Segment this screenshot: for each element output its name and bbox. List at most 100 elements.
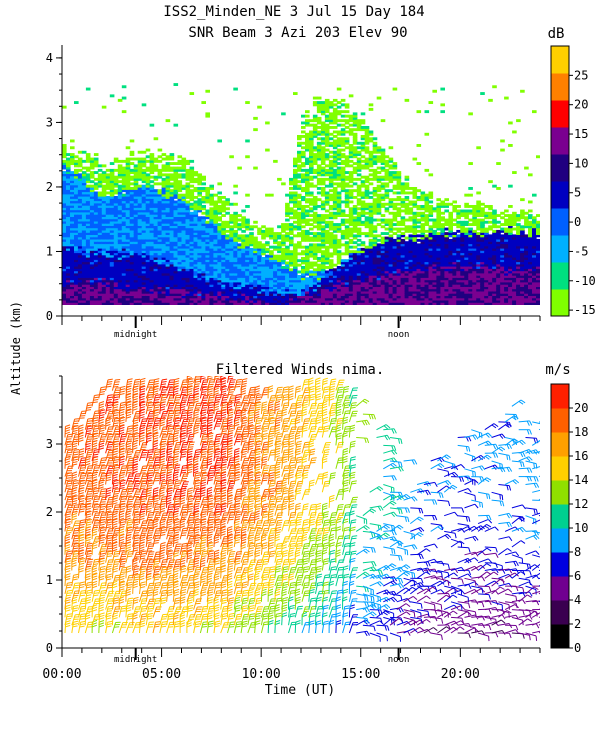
snr-cell: [384, 218, 390, 222]
snr-cell: [62, 191, 67, 195]
snr-cell: [408, 270, 414, 274]
snr-cell: [277, 234, 282, 238]
snr-cell: [324, 257, 330, 260]
snr-cell: [205, 189, 210, 193]
snr-cell: [241, 257, 246, 260]
snr-cell: [233, 218, 238, 222]
snr-cell: [185, 275, 191, 278]
snr-cell: [388, 275, 394, 278]
snr-cell: [93, 288, 99, 292]
snr-cell: [396, 286, 402, 290]
snr-cell: [293, 270, 298, 274]
snr-cell: [193, 261, 199, 265]
snr-cell: [101, 290, 107, 294]
snr-cell: [241, 209, 246, 213]
snr-cell: [320, 270, 326, 274]
snr-cell: [85, 272, 91, 276]
snr-cell: [324, 137, 330, 141]
snr-cell: [161, 189, 167, 193]
snr-cell: [165, 263, 171, 267]
snr-cell: [185, 159, 191, 163]
snr-cell: [161, 227, 167, 231]
snr-cell: [344, 218, 350, 222]
snr-cell: [364, 261, 370, 265]
snr-cell: [225, 247, 230, 251]
snr-cell: [237, 166, 242, 170]
snr-cell: [117, 241, 123, 245]
snr-cell: [408, 297, 414, 301]
snr-cell: [404, 177, 410, 181]
snr-cell: [340, 297, 346, 301]
snr-cell: [133, 189, 139, 193]
snr-cell: [416, 254, 422, 258]
snr-cell: [81, 180, 87, 184]
snr-cell: [320, 297, 326, 301]
snr-cell: [105, 257, 111, 260]
snr-cell: [97, 200, 103, 204]
snr-cell: [181, 238, 187, 242]
snr-cell: [376, 293, 382, 296]
snr-cell: [316, 257, 322, 260]
snr-cell: [121, 182, 127, 186]
snr-cell: [392, 297, 398, 301]
snr-cell: [189, 295, 195, 299]
snr-cell: [265, 254, 270, 258]
snr-cell: [408, 229, 414, 233]
snr-cell: [93, 198, 99, 202]
snr-cell: [360, 159, 366, 163]
snr-cell: [70, 232, 75, 235]
snr-cell: [372, 277, 378, 281]
snr-cell: [217, 241, 222, 245]
snr-cell: [129, 202, 135, 206]
snr-cell: [348, 279, 354, 283]
snr-cell: [77, 290, 83, 294]
snr-cell: [113, 232, 119, 235]
snr-cell: [352, 168, 358, 172]
snr-cell: [356, 268, 362, 272]
snr-cell: [412, 277, 418, 281]
snr-cell: [372, 227, 378, 231]
snr-cell: [348, 297, 354, 301]
snr-cell: [85, 184, 91, 188]
snr-cell: [328, 268, 334, 272]
snr-cell: [197, 277, 202, 281]
snr-cell: [153, 295, 159, 299]
snr-cell: [221, 238, 226, 242]
snr-cell: [193, 302, 199, 305]
snr-cell: [344, 259, 350, 263]
snr-cell: [229, 263, 234, 267]
snr-cell: [277, 236, 282, 240]
snr-cell: [352, 275, 358, 278]
snr-cell: [117, 180, 123, 184]
snr-cell: [62, 254, 67, 258]
snr-cell: [324, 114, 330, 118]
snr-cell: [309, 150, 314, 154]
snr-cell: [197, 245, 202, 249]
snr-cell: [121, 227, 127, 231]
snr-cell: [305, 157, 310, 161]
snr-cell: [169, 166, 175, 170]
snr-cell: [289, 196, 294, 199]
snr-cell: [221, 214, 226, 217]
snr-cell: [181, 184, 187, 188]
snr-cell: [77, 234, 83, 238]
snr-cell: [305, 284, 310, 287]
snr-cell: [257, 250, 262, 254]
snr-cell: [193, 189, 199, 193]
snr-cell: [201, 275, 206, 278]
snr-cell: [165, 243, 171, 247]
snr-cell: [105, 232, 111, 235]
snr-cell: [81, 293, 87, 296]
snr-cell: [113, 243, 119, 247]
snr-cell: [316, 216, 322, 220]
snr-cell: [173, 223, 179, 226]
snr-cell: [281, 266, 286, 269]
snr-cell: [93, 157, 99, 161]
snr-cell: [320, 162, 326, 165]
snr-cell: [209, 250, 214, 254]
snr-cell: [189, 238, 195, 242]
snr-cell: [97, 302, 103, 305]
snr-cell: [66, 166, 71, 170]
snr-cell: [70, 254, 75, 258]
snr-cell: [89, 295, 95, 299]
